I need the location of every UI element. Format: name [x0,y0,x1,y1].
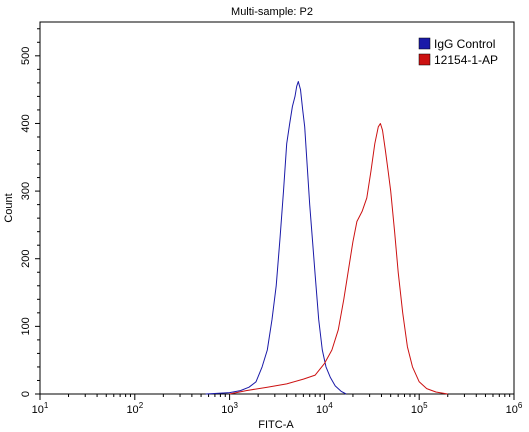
legend-label-12154-1-ap: 12154-1-AP [434,53,498,67]
y-tick-label: 200 [20,250,32,268]
legend-label-igg-control: IgG Control [434,37,495,51]
y-tick-label: 0 [20,391,32,397]
y-tick-label: 500 [20,47,32,65]
legend-swatch-igg-control [418,37,431,50]
series-line-12154-1-ap [229,123,448,395]
legend-swatch-12154-1-ap [418,53,431,66]
x-tick-label: 106 [506,401,523,416]
chart-title: Multi-sample: P2 [231,6,313,18]
x-tick-label: 105 [411,401,428,416]
legend: IgG Control 12154-1-AP [418,37,498,67]
x-axis-title: FITC-A [258,419,294,431]
y-axis-title: Count [3,193,15,222]
y-tick-label: 300 [20,182,32,200]
y-tick-label: 100 [20,317,32,335]
series-layer [205,81,448,395]
x-tick-label: 104 [316,401,333,416]
series-line-igg-control [205,81,347,395]
x-tick-label: 102 [126,401,143,416]
plot-frame [39,21,515,395]
x-tick-label: 101 [32,401,49,416]
y-axis: 0 100 200 300 400 500 [20,28,40,397]
x-tick-label: 103 [221,401,238,416]
x-axis: 101 102 103 104 105 106 [32,394,523,416]
y-tick-label: 400 [20,114,32,132]
